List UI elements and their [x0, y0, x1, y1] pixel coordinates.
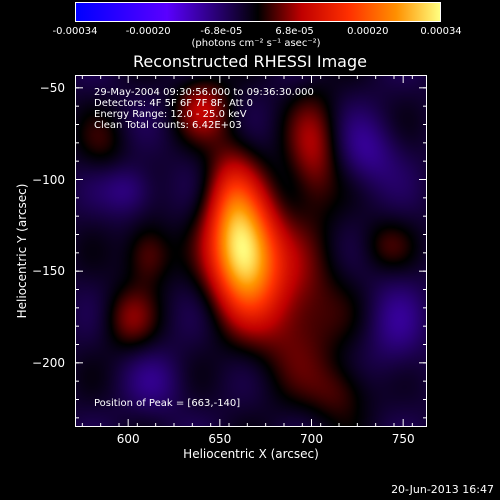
colorbar-tick-label: -0.00034 — [52, 26, 98, 37]
date-stamp: 20-Jun-2013 16:47 — [391, 483, 494, 496]
colorbar-tick-label: -0.00020 — [125, 26, 171, 37]
y-axis-label: Heliocentric Y (arcsec) — [15, 183, 29, 319]
energy-range-label: Energy Range: 12.0 - 25.0 keV — [94, 109, 247, 120]
observation-time: 29-May-2004 09:30:56.000 to 09:36:30.000 — [94, 87, 314, 98]
colorbar-tick-label: 0.00034 — [420, 26, 462, 37]
clean-total-counts-label: Clean Total counts: 6.42E+03 — [94, 120, 242, 131]
colorbar-tick-label: -6.8e-05 — [200, 26, 243, 37]
x-tick-label: 750 — [391, 432, 415, 446]
colorbar-tick-label: 6.8e-05 — [275, 26, 314, 37]
x-tick-label: 700 — [300, 432, 323, 446]
y-tick-label: −100 — [32, 172, 65, 187]
plot-area: 29-May-2004 09:30:56.000 to 09:36:30.000… — [75, 75, 427, 427]
heatmap-image — [76, 76, 426, 426]
x-tick-label: 600 — [116, 432, 140, 446]
y-tick-label: −200 — [32, 355, 65, 370]
peak-position-label: Position of Peak = [663,-140] — [94, 398, 241, 409]
colorbar-unit: (photons cm⁻² s⁻¹ asec⁻²) — [191, 38, 321, 49]
x-tick-label: 650 — [208, 432, 232, 446]
detectors-label: Detectors: 4F 5F 6F 7F 8F, Att 0 — [94, 98, 254, 109]
chart-title: Reconstructed RHESSI Image — [133, 52, 367, 71]
x-axis-label: Heliocentric X (arcsec) — [183, 447, 319, 461]
colorbar — [75, 2, 441, 22]
y-tick-label: −50 — [39, 80, 65, 95]
colorbar-tick-label: 0.00020 — [347, 26, 389, 37]
y-tick-label: −150 — [32, 264, 65, 279]
